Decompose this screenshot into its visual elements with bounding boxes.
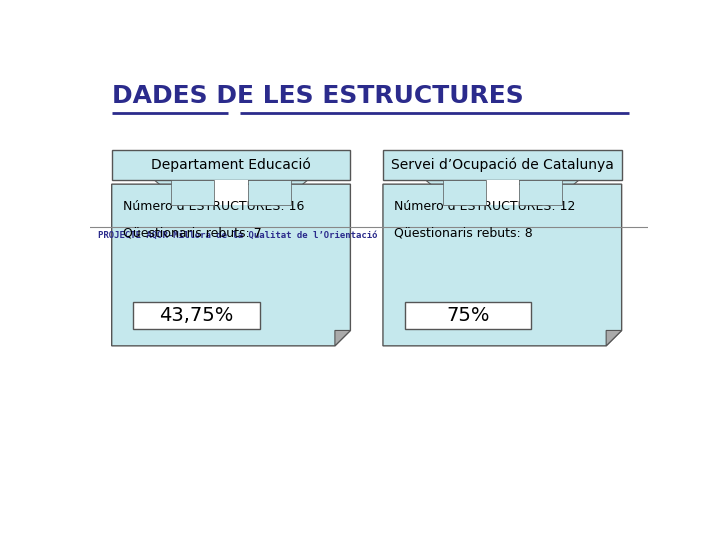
Text: Número d’ESTRUCTURES: 16: Número d’ESTRUCTURES: 16 bbox=[122, 200, 304, 213]
Text: 43,75%: 43,75% bbox=[159, 306, 234, 325]
Text: Qüestionaris rebuts: 7: Qüestionaris rebuts: 7 bbox=[122, 226, 261, 240]
Polygon shape bbox=[335, 330, 351, 346]
Polygon shape bbox=[155, 180, 307, 205]
Polygon shape bbox=[112, 184, 351, 346]
Bar bbox=[405, 302, 531, 329]
Polygon shape bbox=[383, 184, 621, 346]
Text: Departament Educació: Departament Educació bbox=[151, 158, 311, 172]
Bar bbox=[485, 180, 519, 205]
Text: 75%: 75% bbox=[446, 306, 490, 325]
Bar bbox=[133, 302, 260, 329]
Bar bbox=[112, 150, 351, 180]
Polygon shape bbox=[606, 330, 621, 346]
Text: DADES DE LES ESTRUCTURES: DADES DE LES ESTRUCTURES bbox=[112, 84, 523, 108]
Bar bbox=[383, 150, 621, 180]
Text: PROJECTE AQOR-Millora de la Qualitat de l’Orientació: PROJECTE AQOR-Millora de la Qualitat de … bbox=[98, 231, 377, 240]
Bar bbox=[215, 180, 248, 205]
Bar bbox=[248, 180, 291, 205]
Text: Número d’ESTRUCTURES: 12: Número d’ESTRUCTURES: 12 bbox=[394, 200, 575, 213]
Text: Servei d’Ocupació de Catalunya: Servei d’Ocupació de Catalunya bbox=[391, 158, 613, 172]
Polygon shape bbox=[426, 180, 579, 205]
Text: Qüestionaris rebuts: 8: Qüestionaris rebuts: 8 bbox=[394, 226, 533, 240]
Bar bbox=[519, 180, 562, 205]
Bar bbox=[171, 180, 215, 205]
Bar bbox=[443, 180, 485, 205]
